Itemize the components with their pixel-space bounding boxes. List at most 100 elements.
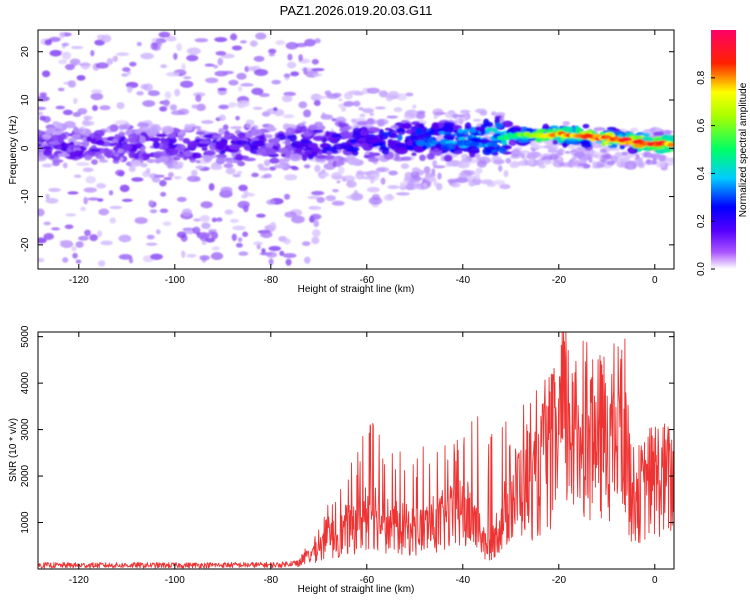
heatmap-cell: [517, 160, 528, 166]
heatmap-cell: [396, 192, 410, 196]
heatmap-cell: [41, 163, 53, 168]
heatmap-cell: [193, 92, 206, 97]
heatmap-cell: [367, 157, 380, 163]
heatmap-cell: [321, 142, 327, 149]
heatmap-cell: [268, 48, 277, 54]
snr-xtick-label: -80: [264, 575, 279, 586]
heatmap-cell: [147, 90, 160, 97]
heatmap-cell: [245, 123, 252, 129]
heatmap-cell: [113, 146, 119, 152]
heatmap-cell: [57, 87, 65, 92]
heatmap-cell: [66, 147, 73, 153]
heatmap-cell: [232, 225, 246, 231]
heatmap-cell: [194, 38, 209, 43]
heatmap-cell: [146, 128, 158, 136]
heatmap-cell: [108, 190, 114, 196]
heatmap-cell: [352, 132, 362, 140]
heatmap-cell: [445, 161, 452, 167]
heatmap-cell: [269, 221, 277, 230]
heatmap-cell: [423, 166, 431, 174]
heatmap-cell: [176, 144, 186, 151]
heatmap-cell: [152, 140, 160, 149]
heatmap-cell: [65, 213, 77, 217]
heatmap-cell: [320, 114, 333, 120]
heatmap-cell: [511, 160, 519, 165]
heatmap-cell: [476, 160, 487, 168]
heatmap-cell: [64, 224, 74, 230]
heatmap-cell: [405, 92, 414, 97]
heatmap-cell: [186, 54, 199, 62]
heatmap-cell: [456, 133, 464, 138]
heatmap-cell: [576, 163, 589, 167]
heatmap-cell: [289, 153, 302, 162]
heatmap-cell: [118, 254, 133, 260]
heatmap-cell: [504, 145, 512, 150]
heatmap-cell: [90, 89, 103, 94]
heatmap-cell: [59, 31, 65, 39]
heatmap-cell: [253, 55, 265, 62]
heatmap-cell: [228, 143, 242, 150]
heatmap-cell: [324, 90, 332, 96]
heatmap-cell: [180, 80, 194, 88]
heatmap-cell: [501, 120, 514, 128]
heatmap-cell: [460, 158, 470, 163]
heatmap-cell: [140, 84, 149, 90]
heatmap-cell: [494, 122, 504, 129]
heatmap-cell: [121, 73, 128, 77]
heatmap-cell: [269, 157, 280, 164]
heatmap-cell: [468, 179, 476, 187]
heatmap-cell: [396, 128, 405, 133]
heatmap-cell: [480, 179, 494, 185]
heatmap-cell: [211, 134, 221, 139]
heatmap-cell: [332, 189, 339, 193]
heatmap-cell: [457, 128, 464, 134]
heatmap-cell: [140, 52, 154, 60]
heatmap-cell: [595, 140, 603, 144]
heatmap-cell: [360, 143, 370, 149]
heatmap-cell: [224, 130, 230, 136]
colorbar-tick-label: 0.6: [696, 118, 707, 132]
heatmap-cell: [359, 113, 366, 118]
heatmap-cell: [350, 118, 357, 123]
heatmap-cell: [337, 166, 345, 175]
heatmap-cell: [451, 114, 465, 118]
heatmap-cell: [243, 157, 256, 162]
heatmap-cell: [573, 151, 586, 158]
heatmap-cell: [331, 200, 345, 206]
heatmap-cell: [328, 135, 339, 143]
heatmap-cell: [432, 160, 438, 167]
heatmap-cell: [268, 166, 277, 171]
heatmap-cell: [42, 115, 51, 123]
heatmap-cell: [323, 163, 336, 170]
heatmap-cell: [176, 231, 187, 238]
spectrogram-ylabel: Frequency (Hz): [8, 116, 19, 185]
heatmap-cell: [402, 122, 412, 130]
heatmap-cell: [218, 114, 226, 121]
heatmap-cell: [275, 40, 286, 46]
heatmap-cell: [589, 149, 596, 155]
heatmap-cell: [42, 145, 53, 150]
heatmap-cell: [493, 159, 505, 165]
heatmap-cell: [400, 156, 412, 161]
heatmap-cell: [621, 151, 628, 156]
heatmap-cell: [230, 135, 239, 141]
heatmap-cell: [62, 257, 69, 263]
heatmap-cell: [261, 248, 266, 254]
heatmap-cell: [208, 228, 218, 233]
heatmap-cell: [247, 66, 256, 71]
heatmap-cell: [588, 156, 593, 163]
heatmap-cell: [369, 112, 375, 117]
heatmap-cell: [218, 127, 225, 136]
heatmap-cell: [265, 251, 278, 258]
heatmap-cell: [475, 108, 487, 114]
heatmap-cell: [311, 236, 320, 245]
heatmap-cell: [181, 250, 186, 258]
heatmap-cell: [307, 195, 320, 200]
heatmap-cell: [145, 167, 151, 174]
heatmap-cell: [191, 169, 198, 177]
heatmap-cell: [83, 187, 98, 193]
heatmap-cell: [271, 79, 282, 85]
heatmap-cell: [130, 160, 142, 167]
snr-ylabel: SNR (10 * v/v): [8, 418, 19, 482]
